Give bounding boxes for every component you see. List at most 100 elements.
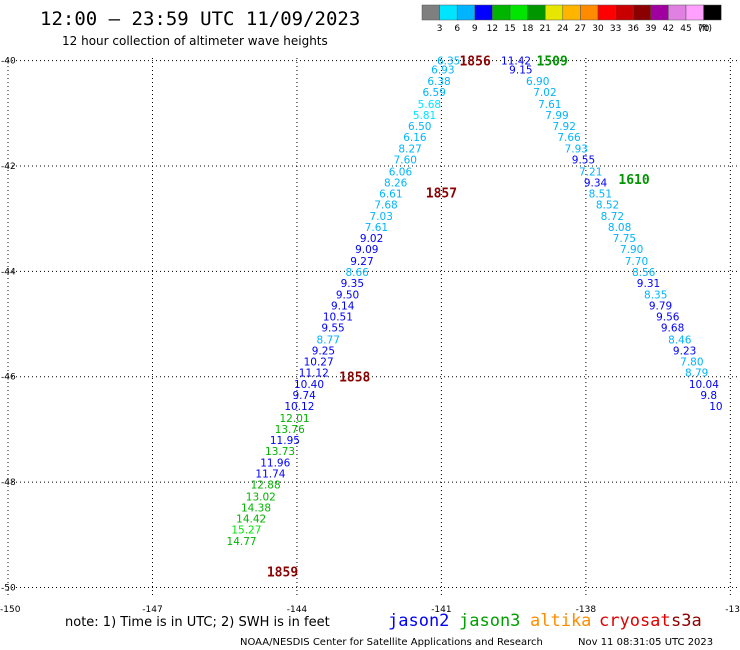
wave-height-point: 9.02 [360,233,383,245]
scale-swatch [632,4,652,21]
wave-height-point: 9.55 [321,323,344,335]
wave-height-point: 7.02 [533,87,556,99]
scale-swatch [562,4,581,21]
scale-label: 18 [522,24,534,34]
wave-height-point: 7.60 [394,155,417,167]
scale-label: 9 [472,24,478,34]
wave-height-point: 10 [709,401,722,413]
wave-height-point: 12.01 [280,413,310,425]
wave-height-point: 12.88 [251,480,281,492]
wave-height-point: 9.79 [649,301,672,313]
time-annotations: 1856 1509 1857 1610 1858 1859 [267,55,650,581]
y-tick-label: -46 [1,373,16,383]
color-scale-legend: 3 6 9 12 15 18 21 24 27 30 33 36 39 42 45 70(ft) [421,4,722,34]
wave-height-point: 5.68 [418,99,441,111]
wave-height-point: 7.61 [538,99,561,111]
legend-s3a: s3a [671,611,702,631]
wave-height-point: 8.79 [685,368,708,380]
wave-height-point: 6.16 [403,132,427,144]
wave-height-point: 7.61 [365,222,388,234]
wave-height-point: 5.81 [413,110,436,122]
wave-height-point: 6.35 [437,56,460,68]
wave-height-point: 11.42 [501,56,531,68]
x-tick-label: -144 [287,605,308,615]
scale-swatch [527,4,546,21]
wave-height-point: 11.12 [299,368,329,380]
data-points: 6.356.936.386.595.685.816.506.168.277.60… [227,56,723,548]
wave-height-point: 10.40 [294,379,324,391]
x-tick-label: -138 [576,605,597,615]
wave-height-point: 14.38 [241,502,271,514]
wave-height-point: 14.42 [236,513,266,525]
x-tick-label: -150 [0,605,21,615]
wave-height-point: 9.23 [673,345,696,357]
wave-height-point: 11.74 [255,469,285,481]
wave-height-point: 7.66 [557,132,581,144]
scale-swatch [703,4,722,21]
wave-height-point: 14.77 [227,536,257,548]
wave-height-point: 13.76 [275,424,305,436]
footer-note: note: 1) Time is in UTC; 2) SWH is in fe… [65,615,330,630]
footer-credit: NOAA/NESDIS Center for Satellite Applica… [240,637,543,648]
wave-height-point: 8.56 [632,267,656,279]
wave-height-point: 10.27 [304,356,334,368]
wave-height-point: 8.26 [384,177,408,189]
wave-height-point: 6.93 [431,65,454,77]
y-tick-label: -48 [1,478,16,488]
wave-height-point: 9.15 [509,65,532,77]
grid-lines [7,58,740,598]
x-tick-label: -141 [431,605,451,615]
wave-height-point: 9.34 [584,177,608,189]
time-annotation: 1859 [267,566,298,581]
scale-label: 33 [610,24,621,34]
wave-height-point: 13.73 [265,446,295,458]
y-tick-label: -50 [1,583,16,593]
scale-swatch [492,4,511,21]
y-tick-label: -40 [1,57,16,67]
time-annotation: 1858 [339,371,370,386]
legend-jason3: jason3 [459,611,520,631]
wave-height-point: 7.68 [374,199,397,211]
wave-height-point: 7.99 [545,110,568,122]
x-tick-label: -13 [725,605,740,615]
wave-height-point: 8.66 [345,267,369,279]
y-tick-label: -42 [1,162,16,172]
wave-height-point: 9.68 [661,323,684,335]
wave-height-point: 7.21 [579,166,602,178]
wave-height-point: 9.14 [331,301,355,313]
scale-label: 3 [437,24,443,34]
wave-height-point: 9.56 [656,312,680,324]
wave-height-point: 8.35 [644,290,667,302]
scale-swatch [597,4,616,21]
wave-height-point: 6.61 [379,188,402,200]
scale-label: 70 [698,24,710,34]
legend-jason2: jason2 [388,611,449,631]
wave-height-point: 10.12 [284,401,314,413]
wave-height-point: 8.77 [317,334,340,346]
wave-height-point: 10.51 [323,312,353,324]
wave-height-point: 6.06 [389,166,413,178]
wave-height-point: 8.08 [608,222,631,234]
scale-swatch [439,4,458,21]
wave-height-point: 9.31 [637,278,660,290]
satellite-legend: jason2 jason3 altika cryosat s3a [388,611,702,631]
scale-swatch [650,4,669,21]
scale-label: 12 [487,24,498,34]
wave-height-point: 11.95 [270,435,300,447]
scale-swatch [456,4,476,21]
wave-height-point: 10.04 [689,379,719,391]
scale-swatch [421,4,440,21]
wave-height-point: 6.38 [427,76,450,88]
wave-height-point: 9.74 [292,390,316,402]
legend-altika: altika [530,611,591,631]
axis-tick-labels: -50 -48 -46 -44 -42 -40 -150 -147 -144 -141 -138 -1… [0,57,740,615]
scale-label: 6 [454,24,460,34]
scale-swatch [509,4,528,21]
wave-height-point: 15.27 [231,525,261,537]
scale-label: 27 [575,24,586,34]
wave-height-point: 9.25 [312,345,335,357]
wave-height-point: 9.09 [355,244,378,256]
wave-height-point: 7.80 [680,356,703,368]
wave-height-point: 6.59 [423,87,446,99]
